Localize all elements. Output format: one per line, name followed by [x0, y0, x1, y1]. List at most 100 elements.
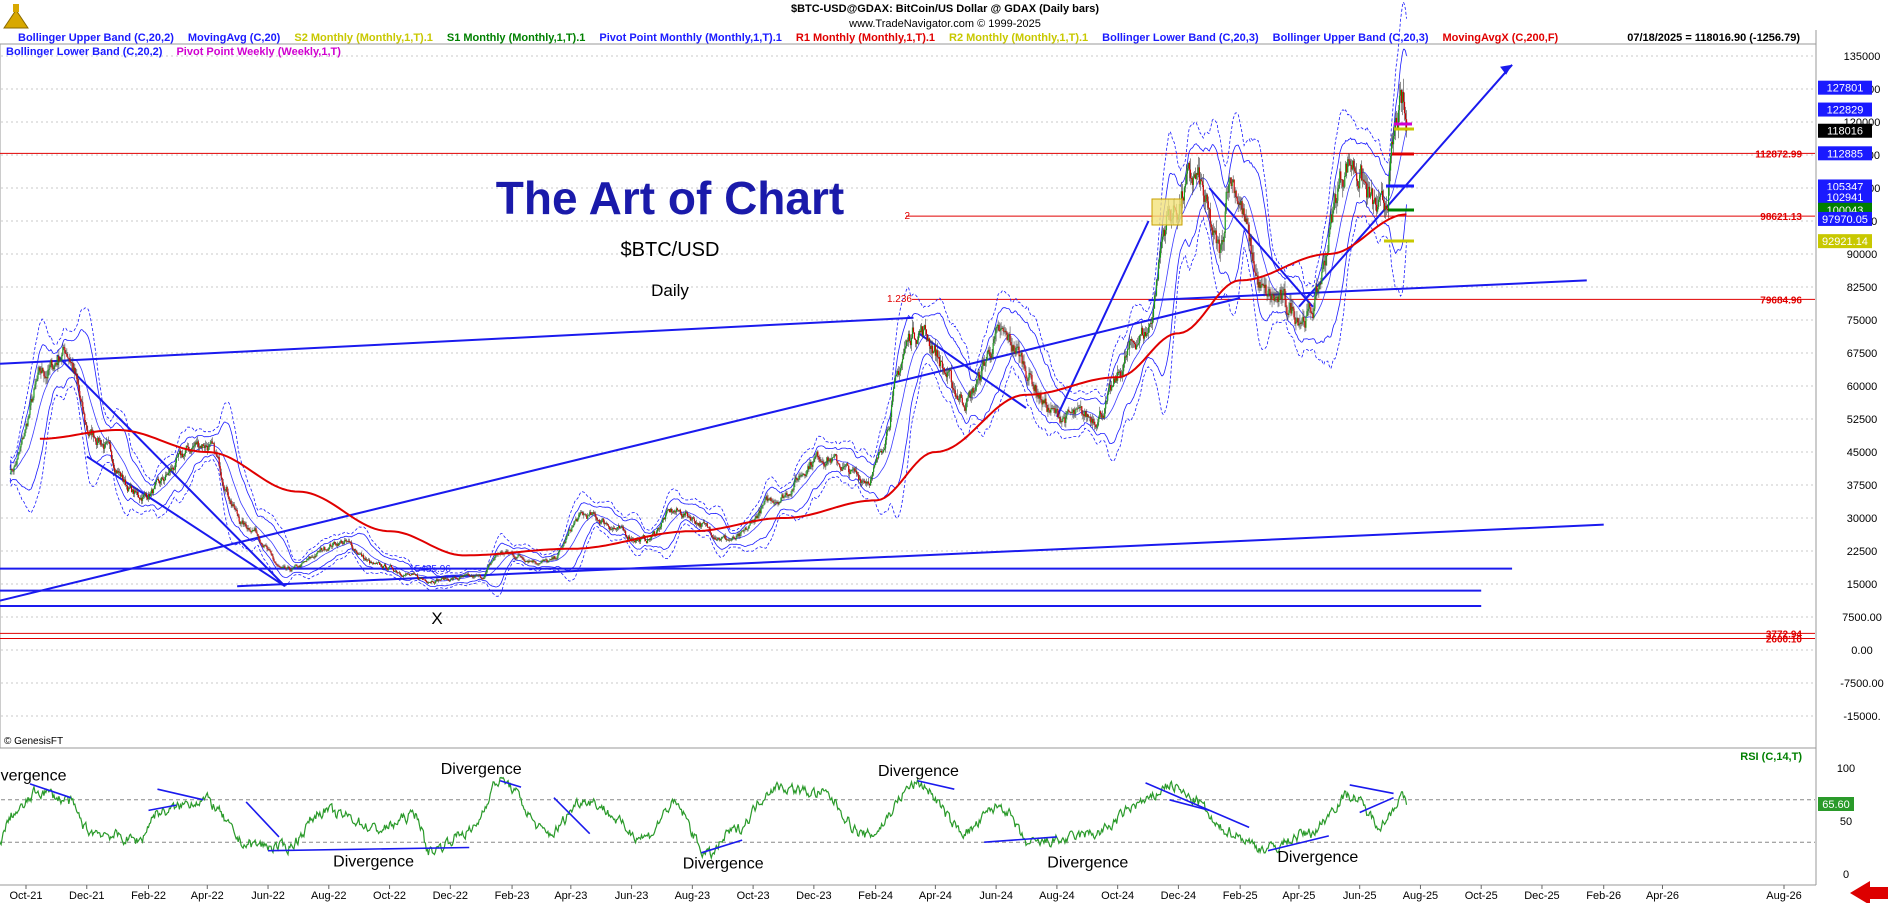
candle-body — [232, 504, 234, 507]
candle-body — [1044, 398, 1046, 404]
level-label: 2600.10 — [1766, 635, 1803, 646]
candle-body — [727, 539, 729, 541]
candle-body — [156, 478, 159, 480]
candle-body — [37, 372, 39, 380]
candle-body — [1283, 288, 1285, 291]
candle-body — [935, 350, 937, 356]
candle-body — [99, 440, 101, 442]
candle-body — [218, 457, 220, 467]
candle-body — [483, 576, 485, 580]
candle-body — [453, 576, 455, 578]
candle-body — [1353, 160, 1355, 168]
candle-body — [1212, 230, 1214, 236]
candle-body — [1201, 181, 1203, 186]
scroll-left-icon[interactable] — [1850, 881, 1870, 903]
candle-body — [552, 557, 554, 559]
candle-body — [267, 548, 269, 550]
candle-body — [1363, 179, 1365, 182]
candle-body — [108, 441, 110, 443]
candle-body — [795, 477, 797, 479]
candle-body — [178, 450, 180, 454]
candle-body — [1198, 167, 1200, 185]
candle-body — [1404, 113, 1407, 120]
candle-body — [1130, 339, 1133, 341]
candle-body — [1189, 169, 1191, 179]
candle-body — [811, 465, 813, 467]
candle-body — [827, 457, 829, 462]
candle-body — [78, 384, 80, 392]
legend-entry: MovingAvg (C,20) — [188, 32, 281, 44]
candle-body — [694, 521, 696, 525]
candle-body — [1318, 285, 1320, 291]
candle-body — [1110, 385, 1112, 391]
candle-body — [1262, 283, 1264, 286]
candle-body — [377, 562, 380, 564]
candle-body — [842, 467, 844, 471]
candle-body — [340, 540, 342, 543]
candle-body — [174, 462, 177, 470]
candle-body — [1101, 414, 1103, 418]
candle-body — [403, 575, 406, 577]
candle-body — [671, 511, 674, 513]
candle-body — [32, 397, 34, 402]
candle-body — [1231, 182, 1233, 187]
candle-body — [834, 454, 836, 457]
candle-body — [289, 568, 291, 571]
y-tick-label: 37500 — [1847, 480, 1878, 492]
candle-body — [125, 484, 128, 487]
price-badge-label: 112885 — [1827, 148, 1863, 160]
candle-body — [390, 565, 393, 568]
candle-body — [1048, 407, 1050, 411]
candle-body — [253, 530, 255, 531]
candle-body — [151, 489, 154, 494]
candle-body — [768, 498, 770, 500]
candle-body — [797, 479, 799, 481]
candle-body — [386, 569, 389, 570]
candle-body — [1013, 345, 1015, 352]
candle-body — [163, 480, 166, 482]
candle-body — [681, 515, 683, 518]
candle-body — [954, 390, 956, 397]
candle-body — [1026, 378, 1028, 382]
price-badge-label: 97970.05 — [1822, 214, 1868, 226]
candle-body — [366, 559, 368, 561]
candle-body — [1369, 186, 1371, 198]
candle-body — [1311, 312, 1313, 314]
candle-body — [1219, 249, 1221, 253]
candle-body — [481, 578, 483, 579]
candle-body — [345, 540, 347, 541]
trendline — [0, 297, 1241, 602]
candle-body — [786, 492, 788, 495]
candle-body — [1145, 333, 1148, 337]
candle-body — [550, 559, 552, 560]
candle-body — [1062, 417, 1064, 422]
y-tick-label: 7500.00 — [1842, 612, 1882, 624]
candle-body — [1329, 227, 1331, 235]
candle-body — [982, 361, 984, 365]
candle-body — [846, 463, 848, 465]
candle-body — [701, 523, 703, 525]
candle-body — [787, 494, 789, 497]
candle-body — [167, 472, 170, 476]
candle-body — [162, 478, 165, 481]
candle-body — [789, 494, 791, 496]
candle-body — [463, 575, 465, 576]
candle-body — [920, 326, 923, 333]
candle-body — [650, 535, 653, 539]
candle-body — [192, 446, 194, 448]
candle-body — [159, 480, 162, 484]
candle-body — [333, 542, 335, 544]
candle-body — [897, 370, 900, 375]
scroll-left-button[interactable] — [1866, 887, 1888, 899]
x-tick-label: Oct-24 — [1101, 890, 1134, 902]
candle-body — [209, 442, 211, 445]
candle-body — [408, 573, 411, 576]
candle-body — [374, 563, 376, 565]
candle-body — [1302, 316, 1304, 323]
candle-body — [1040, 393, 1042, 401]
candle-body — [816, 451, 818, 456]
candle-body — [725, 538, 727, 541]
candle-body — [776, 502, 778, 503]
candle-body — [1103, 415, 1105, 418]
candle-body — [541, 561, 543, 563]
